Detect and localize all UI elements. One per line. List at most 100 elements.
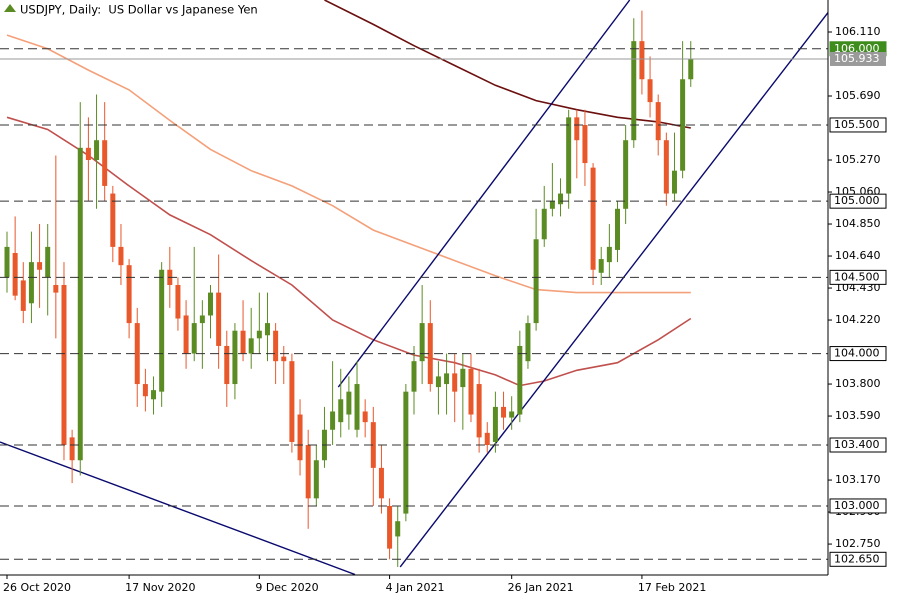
candle-body [688,58,694,80]
candle-body [297,414,303,461]
level-label-box [829,117,887,133]
candle-body [403,391,409,514]
y-tick-label: 105.690 [835,89,881,102]
x-tick-label: 26 Oct 2020 [3,581,71,594]
candle-body [533,239,539,324]
level-label-box [829,437,887,453]
candle-body [647,79,653,103]
chart-title: USDJPY, Daily: US Dollar vs Japanese Yen [20,3,258,17]
candle-body [102,140,108,186]
candle-body [452,373,458,392]
candle-body [582,124,588,164]
candle-body [614,208,620,250]
moving-average [324,0,691,129]
candle-body [12,252,18,296]
candle-body [427,323,433,385]
x-tick-label: 4 Jan 2021 [386,581,445,594]
candle-body [395,521,401,537]
candle-body [191,323,197,354]
candle-body [476,384,482,438]
candle-body [199,315,205,324]
candle-body [273,330,279,362]
level-label-box [829,269,887,285]
y-tick-label: 105.270 [835,153,881,166]
candle-body [590,167,596,270]
candle-body [305,445,311,499]
candle-body [346,391,352,415]
candle-body [566,117,572,194]
candle-body [183,315,189,354]
trendline [0,441,356,575]
candle-body [4,246,10,278]
candle-body [639,41,645,80]
plot-area [0,0,828,575]
candle-body [468,368,474,415]
level-label: 104.500 [834,270,880,283]
candle-body [444,373,450,385]
level-label-box [829,193,887,209]
candle-body [85,147,91,161]
level-label: 105.500 [834,118,880,131]
candle-body [69,437,75,461]
candle-body [354,384,360,430]
candle-body [680,79,686,171]
candle-body [517,345,523,415]
candle-body [110,193,116,247]
candle-body [387,505,393,549]
candle-body [248,338,254,354]
moving-average [6,34,691,294]
candle-body [28,262,34,304]
title-icon [4,4,16,12]
candle-body [20,280,26,311]
current-price-label: 105.933 [834,52,880,65]
candle-body [175,284,181,319]
candle-body [256,330,262,339]
y-tick-label: 102.750 [835,537,881,550]
candle-body [378,467,384,499]
x-tick-label: 17 Feb 2021 [638,581,706,594]
y-tick-label: 103.170 [835,473,881,486]
candle-body [232,330,238,385]
y-tick-label: 103.590 [835,409,881,422]
candle-body [370,422,376,468]
title-group: USDJPY, Daily: US Dollar vs Japanese Yen [4,3,258,17]
candle-body [77,147,83,461]
y-tick-label: 104.640 [835,249,881,262]
candle-body [509,411,515,418]
candle-body [663,140,669,194]
level-label-box [829,551,887,567]
candle-body [134,323,140,385]
candle-body [126,265,132,324]
candle-body [118,246,124,266]
candle-body [94,140,100,161]
candle-body [159,269,165,392]
y-tick-label: 104.220 [835,313,881,326]
candle-body [240,330,246,354]
candle-body [574,117,580,141]
candle-body [264,323,270,336]
candle-body [541,208,547,240]
level-label: 104.000 [834,347,880,360]
candle-body [142,384,148,397]
candle-body [313,460,319,499]
x-tick-label: 9 Dec 2020 [255,581,318,594]
candle-body [45,246,51,278]
candle-body [281,356,287,362]
candle-body [606,246,612,263]
candle-body [484,432,490,446]
candle-body [289,361,295,442]
trendline [337,0,631,388]
current-price-box [830,51,886,66]
y-tick-label: 104.850 [835,217,881,230]
level-label-box [829,346,887,362]
level-label-box [829,498,887,514]
candle-body [501,406,507,418]
candle-body [655,102,661,141]
candle-body [671,170,677,194]
candle-body [435,376,441,388]
candle-body [631,41,637,141]
candle-body [492,406,498,442]
candle-body [53,284,59,293]
